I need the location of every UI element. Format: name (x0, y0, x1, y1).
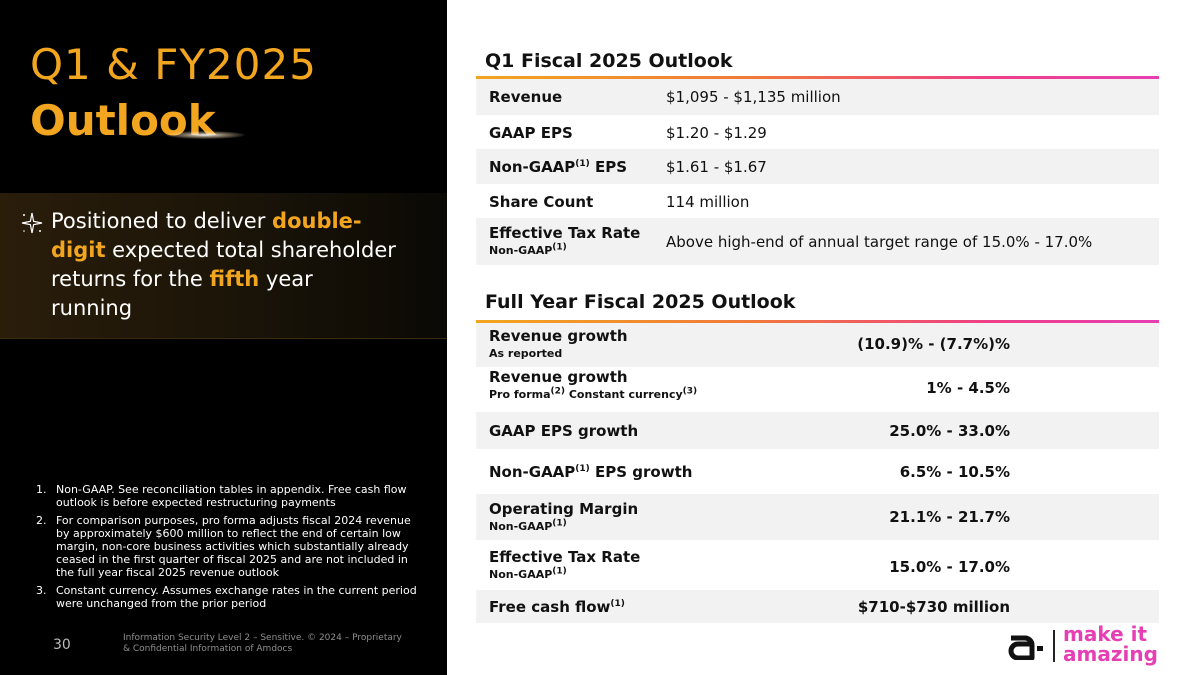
table-row: Effective Tax Rate Non-GAAP(1) 15.0% - 1… (476, 540, 1159, 590)
footnote-ref: (1) (552, 566, 567, 577)
row-value: 6.5% - 10.5% (899, 463, 1010, 481)
row-label: Free cash flow(1) (489, 598, 625, 616)
logo-tagline: make it amazing (1063, 624, 1158, 664)
fy-section-title: Full Year Fiscal 2025 Outlook (485, 291, 796, 313)
row-value: $1.20 - $1.29 (666, 124, 767, 142)
footnote-ref: (1) (575, 159, 590, 169)
table-row: GAAP EPS $1.20 - $1.29 (476, 115, 1159, 149)
table-row: Operating Margin Non-GAAP(1) 21.1% - 21.… (476, 494, 1159, 540)
table-row: Revenue growth Pro forma(2) Constant cur… (476, 367, 1159, 412)
title-glow-decoration (165, 131, 245, 139)
table-row: GAAP EPS growth 25.0% - 33.0% (476, 412, 1159, 449)
row-value: $710-$730 million (857, 598, 1010, 616)
row-value: $1.61 - $1.67 (666, 158, 767, 176)
q1-outlook-table: Revenue $1,095 - $1,135 million GAAP EPS… (476, 79, 1159, 265)
logo-word-make-it: make it (1063, 622, 1148, 646)
footnote-ref: (3) (682, 386, 698, 397)
footnote-number: 2. (36, 514, 47, 527)
row-label: Share Count (489, 193, 594, 211)
callout-highlight-double-digit: double-digit (51, 209, 362, 262)
legal-notice: Information Security Level 2 – Sensitive… (123, 633, 402, 654)
row-sublabel: Non-GAAP(1) (489, 518, 567, 533)
brand-logo: make it amazing (1007, 624, 1187, 668)
row-value: 21.1% - 21.7% (889, 508, 1010, 526)
row-label: Revenue growth (489, 327, 628, 345)
row-label: Revenue (489, 88, 563, 106)
row-label: GAAP EPS growth (489, 422, 639, 440)
row-sublabel-text: Constant currency (565, 388, 683, 401)
row-label: Effective Tax Rate (489, 548, 641, 566)
footnote-number: 1. (36, 483, 47, 496)
row-sublabel: Non-GAAP(1) (489, 566, 567, 581)
footnote-ref: (1) (552, 242, 567, 253)
row-label: Revenue growth (489, 368, 628, 386)
row-sublabel-text: Non-GAAP (489, 244, 553, 257)
row-label: Non-GAAP(1) EPS (489, 158, 627, 176)
row-sublabel-text: Pro forma (489, 388, 551, 401)
table-row: Non-GAAP(1) EPS growth 6.5% - 10.5% (476, 449, 1159, 494)
row-value: $1,095 - $1,135 million (666, 88, 841, 106)
row-value: 1% - 4.5% (926, 379, 1010, 397)
row-value: 114 million (666, 193, 750, 211)
row-label-text: Non-GAAP (489, 463, 576, 481)
table-row: Share Count 114 million (476, 184, 1159, 218)
row-value: Above high-end of annual target range of… (666, 233, 1093, 251)
fy-title-gradient-rule (476, 320, 1159, 323)
row-value: 25.0% - 33.0% (889, 422, 1010, 440)
callout-text-part1: Positioned to deliver (51, 209, 273, 233)
row-sublabel: Pro forma(2) Constant currency(3) (489, 386, 698, 401)
footnotes: 1. Non-GAAP. See reconciliation tables in… (36, 483, 426, 615)
table-row: Effective Tax Rate Non-GAAP(1) Above hig… (476, 218, 1159, 265)
row-label: Non-GAAP(1) EPS growth (489, 463, 692, 481)
row-label-text: Non-GAAP (489, 158, 576, 176)
callout-text: Positioned to deliver double-digit expec… (51, 207, 396, 323)
row-label: GAAP EPS (489, 124, 573, 142)
row-sublabel: As reported (489, 347, 563, 360)
fy-outlook-table: Revenue growth As reported (10.9)% - (7.… (476, 323, 1159, 623)
row-label: Operating Margin (489, 500, 639, 518)
table-row: Non-GAAP(1) EPS $1.61 - $1.67 (476, 149, 1159, 184)
footnote-text: For comparison purposes, pro forma adjus… (56, 514, 411, 579)
row-label-text: Free cash flow (489, 598, 611, 616)
footnote-ref: (1) (575, 464, 590, 474)
row-sublabel-text: Non-GAAP (489, 520, 553, 533)
footnote-item: 2. For comparison purposes, pro forma adj… (36, 514, 426, 579)
logo-word-amazing: amazing (1063, 642, 1158, 666)
page-number: 30 (53, 637, 71, 653)
row-sublabel: Non-GAAP(1) (489, 242, 567, 257)
sparkle-icon (21, 212, 43, 234)
row-value: (10.9)% - (7.7%)% (857, 335, 1010, 353)
footnote-item: 3. Constant currency. Assumes exchange ra… (36, 584, 426, 610)
footnote-text: Constant currency. Assumes exchange rate… (56, 584, 417, 610)
row-value: 15.0% - 17.0% (889, 558, 1010, 576)
table-row: Free cash flow(1) $710-$730 million (476, 590, 1159, 623)
q1-title-gradient-rule (476, 76, 1159, 79)
logo-separator (1053, 630, 1055, 662)
table-row: Revenue growth As reported (10.9)% - (7.… (476, 323, 1159, 367)
row-label: Effective Tax Rate (489, 224, 641, 242)
footnote-ref: (2) (550, 386, 566, 397)
footnote-item: 1. Non-GAAP. See reconciliation tables in… (36, 483, 426, 509)
callout-text-part3: year running (51, 267, 313, 320)
row-sublabel-text: Non-GAAP (489, 568, 553, 581)
amdocs-logo-icon (1008, 635, 1043, 660)
footnote-ref: (1) (552, 518, 567, 529)
table-row: Revenue $1,095 - $1,135 million (476, 79, 1159, 115)
row-label-text: EPS (589, 158, 628, 176)
footnote-number: 3. (36, 584, 47, 597)
footnote-ref: (1) (610, 599, 625, 609)
page-title-line1: Q1 & FY2025 (30, 40, 317, 89)
callout-box: Positioned to deliver double-digit expec… (0, 193, 447, 339)
q1-section-title: Q1 Fiscal 2025 Outlook (485, 50, 733, 72)
row-label-text: EPS growth (589, 463, 693, 481)
left-panel: Q1 & FY2025 Outlook Positioned to delive… (0, 0, 447, 675)
callout-highlight-fifth: fifth (209, 267, 260, 291)
footnote-text: Non-GAAP. See reconciliation tables in a… (56, 483, 407, 509)
callout-text-part2: expected total shareholder returns for t… (51, 238, 396, 291)
